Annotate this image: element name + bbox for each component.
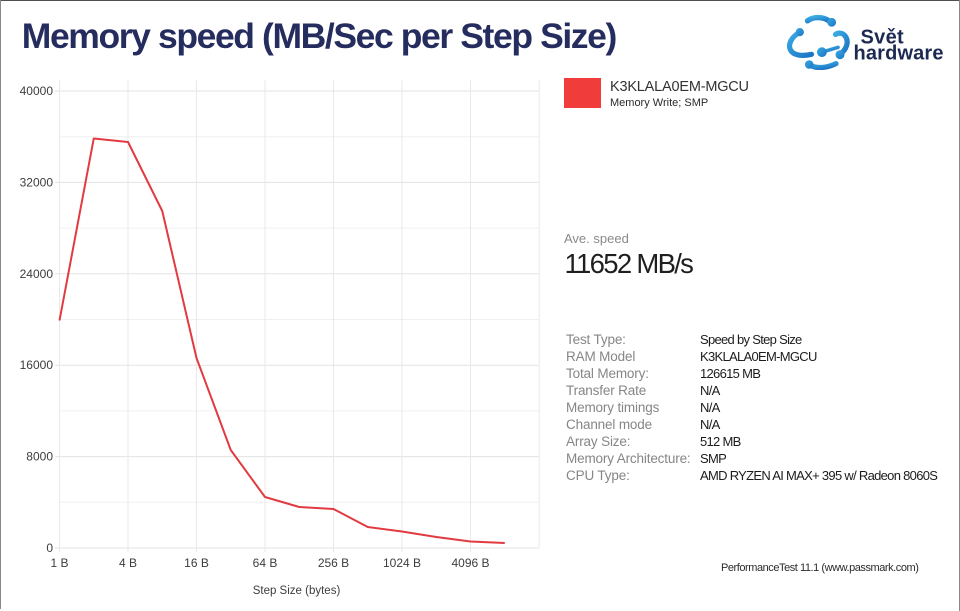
svg-text:64 B: 64 B xyxy=(253,556,278,570)
svg-text:32000: 32000 xyxy=(20,175,54,189)
svg-text:hardware: hardware xyxy=(854,43,944,65)
svg-text:40000: 40000 xyxy=(20,84,54,98)
svg-text:4 B: 4 B xyxy=(119,556,137,570)
svg-text:Svět: Svět xyxy=(861,27,904,49)
svg-text:Step Size (bytes): Step Size (bytes) xyxy=(253,585,341,597)
svg-text:1024 B: 1024 B xyxy=(383,556,421,570)
svg-text:1 B: 1 B xyxy=(50,556,68,570)
svg-text:24000: 24000 xyxy=(20,267,54,281)
svg-text:256 B: 256 B xyxy=(318,556,349,570)
svg-text:8000: 8000 xyxy=(26,450,53,464)
svg-text:16000: 16000 xyxy=(20,358,54,372)
svg-text:16 B: 16 B xyxy=(184,556,209,570)
svg-text:4096 B: 4096 B xyxy=(451,556,489,570)
svg-text:0: 0 xyxy=(46,541,53,555)
